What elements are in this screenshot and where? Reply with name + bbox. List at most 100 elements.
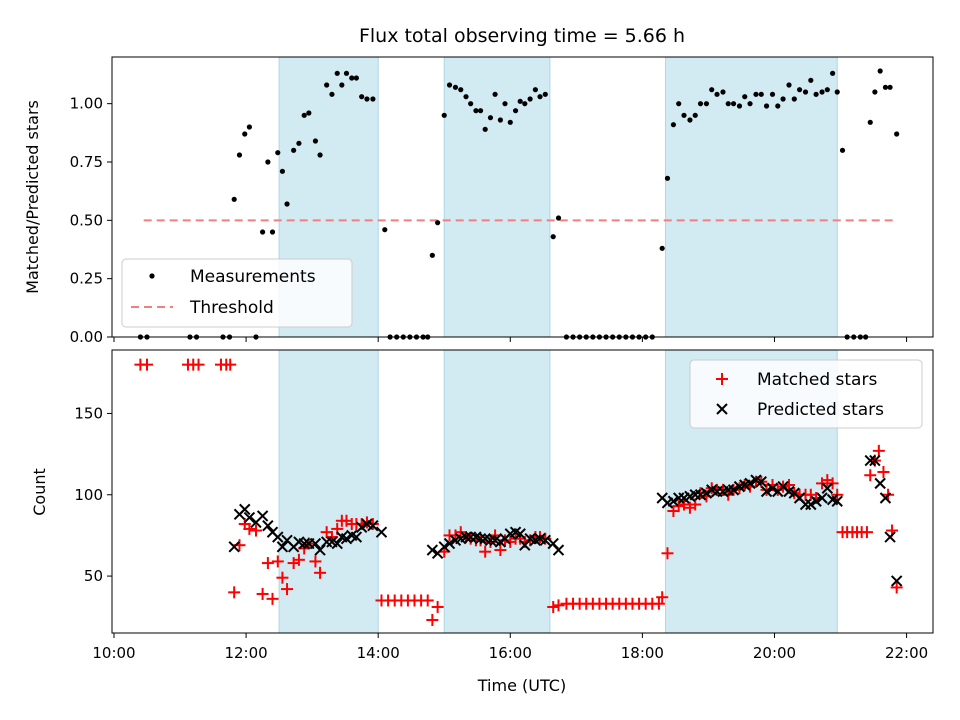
predicted-stars-point (256, 510, 269, 522)
measurement-point (482, 126, 488, 132)
bottom-plot-frame (111, 349, 934, 634)
predicted-stars-point (474, 532, 487, 545)
y-tick-label: 1.00 (70, 95, 103, 113)
predicted-stars-point (298, 537, 310, 550)
measurement-point (867, 119, 873, 125)
matched-stars-point (479, 545, 492, 558)
measurement-point (364, 96, 370, 102)
top-ylabel: Matched/Predicted stars (23, 100, 42, 294)
measurement-point (542, 91, 548, 97)
measurement-point (463, 94, 469, 100)
predicted-stars-point (460, 531, 472, 543)
measurement-point (697, 101, 704, 107)
measurement-point (339, 82, 345, 88)
predicted-stars-point (350, 531, 363, 543)
legend-matched-label: Matched stars (757, 370, 877, 390)
measurement-point (492, 91, 498, 97)
measurement-point (349, 75, 355, 81)
predicted-stars-point (438, 541, 450, 553)
bottom-ylabel: Count (30, 468, 49, 516)
measurement-point (742, 94, 748, 100)
predicted-stars-point (276, 541, 289, 553)
matched-stars-point (141, 358, 154, 371)
matched-stars-point (366, 518, 379, 531)
measurement-point (730, 101, 737, 107)
measurement-point (487, 115, 494, 121)
matched-stars-point (426, 613, 439, 626)
predicted-stars-point (816, 492, 828, 504)
measurement-point (296, 140, 302, 146)
measurement-point (720, 89, 726, 95)
matched-stars-point (292, 553, 305, 566)
top-legend: Measurements Threshold (121, 258, 353, 328)
predicted-stars-point (443, 537, 456, 550)
predicted-stars-point (340, 532, 353, 545)
measurement-point (736, 103, 743, 109)
measurement-point (429, 252, 435, 258)
predicted-stars-point (426, 544, 439, 556)
measurement-point (802, 89, 809, 95)
top-plot-frame (111, 56, 934, 338)
matched-stars-point (877, 465, 890, 478)
predicted-stars-point (760, 485, 773, 498)
measurement-point (687, 117, 693, 123)
matched-stars-point (276, 571, 289, 584)
matched-stars-point (421, 594, 434, 607)
measurement-point (324, 82, 330, 88)
matched-stars-point (826, 477, 839, 490)
bottom-legend-box (689, 359, 923, 429)
x-tick-label: 12:00 (224, 644, 267, 662)
measurement-point (301, 112, 307, 118)
matched-stars-point (224, 358, 237, 371)
matched-stars-point (552, 599, 565, 612)
measurement-point (714, 91, 720, 97)
measurement-point (824, 87, 830, 93)
x-tick-label: 18:00 (621, 644, 664, 662)
measurement-point (343, 70, 350, 76)
matched-stars-point (271, 555, 284, 568)
predicted-stars-point (262, 519, 274, 532)
x-tick-label: 10:00 (92, 644, 135, 662)
predicted-stars-point (810, 495, 822, 507)
measurement-point (458, 87, 464, 93)
measurement-point (834, 89, 840, 95)
measurement-point (473, 108, 479, 114)
matched-stars-point (281, 583, 294, 596)
measurement-point (709, 87, 715, 93)
measurement-point (502, 101, 508, 107)
measurement-point (284, 201, 290, 207)
matched-stars-point (864, 469, 877, 482)
matched-stars-point (243, 522, 256, 535)
measurement-point (753, 91, 759, 97)
bottom-xlabel: Time (UTC) (477, 676, 566, 695)
measurement-point (512, 108, 519, 114)
measurement-point (236, 152, 243, 158)
predicted-stars-point (375, 526, 388, 538)
matched-stars-point (656, 591, 669, 604)
matched-stars-point (256, 587, 269, 600)
observing-window-band (278, 349, 379, 634)
observing-window-band (443, 56, 551, 338)
measurement-point (877, 68, 883, 74)
y-tick-label: 150 (74, 404, 103, 422)
measurement-point (265, 159, 271, 165)
predicted-stars-point (890, 575, 903, 587)
measurement-point (312, 138, 319, 144)
measurement-point (334, 70, 340, 76)
y-tick-label: 0.25 (70, 270, 103, 288)
matched-stars-point (661, 547, 674, 560)
bottom-panel: 50 100 150 10:00 12:00 14:00 16:00 18:00 20:00 2… (30, 349, 934, 695)
predicted-stars-point (367, 519, 379, 532)
measurement-point (894, 131, 900, 137)
y-tick-label: 0.50 (70, 211, 103, 229)
measurement-point (522, 101, 528, 107)
measurement-point (435, 220, 441, 226)
measurement-point (537, 94, 543, 100)
x-tick-label: 20:00 (753, 644, 796, 662)
predicted-stars-point (879, 492, 892, 504)
predicted-stars-point (821, 482, 834, 494)
measurement-point (446, 82, 453, 88)
legend-measurements-marker (149, 273, 155, 279)
predicted-stars-point (727, 484, 740, 496)
